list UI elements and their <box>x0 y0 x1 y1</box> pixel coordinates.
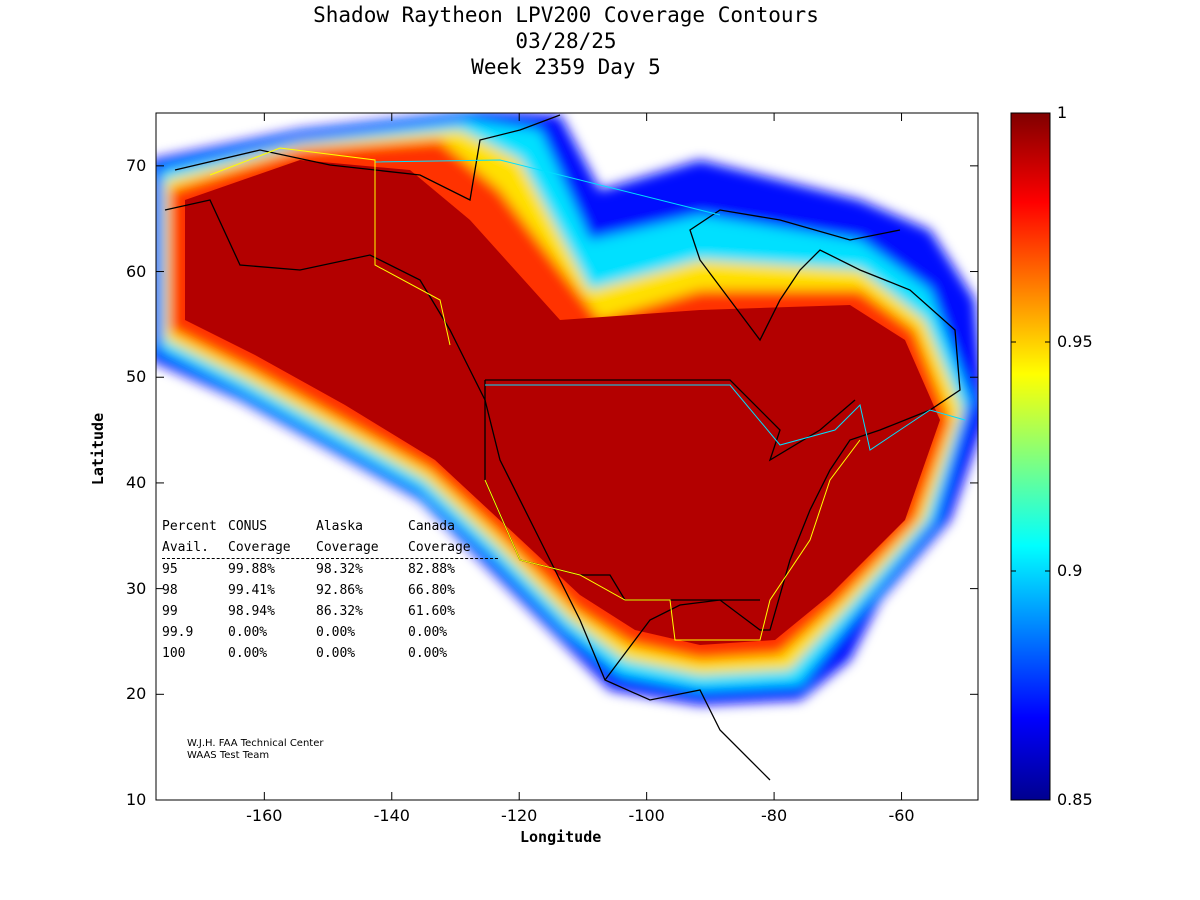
y-tick-label: 30 <box>126 578 147 598</box>
table-row: 95 99.88% 98.32% 82.88% <box>162 559 498 580</box>
y-axis-label: Latitude <box>89 412 108 486</box>
x-tick-label: -160 <box>246 806 283 825</box>
coastlines <box>164 114 961 781</box>
table-row: 99 98.94% 86.32% 61.60% <box>162 601 498 622</box>
table-cell: Avail. <box>162 540 209 555</box>
table-header: Percent CONUS Alaska Canada <box>162 516 498 537</box>
table-cell: Coverage <box>228 540 291 555</box>
y-tick-label: 40 <box>126 472 147 492</box>
table-cell: 100 <box>162 646 186 661</box>
y-tick-label: 50 <box>126 367 147 387</box>
table-cell: 0.00% <box>228 625 268 640</box>
table-cell: 61.60% <box>408 604 455 619</box>
table-cell: 0.00% <box>408 646 448 661</box>
table-cell: 0.00% <box>316 625 356 640</box>
table-cell: 98 <box>162 583 178 598</box>
table-row: 99.9 0.00% 0.00% 0.00% <box>162 622 498 643</box>
x-tick-label: -80 <box>761 806 788 825</box>
x-axis-label: Longitude <box>520 828 602 846</box>
plot-frame <box>155 112 979 801</box>
table-cell: 98.32% <box>316 562 363 577</box>
table-cell: 99.9 <box>162 625 194 640</box>
table-cell: 92.86% <box>316 583 363 598</box>
colorbar-tick-label: 0.85 <box>1057 790 1093 809</box>
region-boundary-conus-alaska <box>209 147 861 641</box>
x-tick-label: -100 <box>628 806 665 825</box>
table-cell: Coverage <box>408 540 471 555</box>
colorbar-tick-label: 1 <box>1057 103 1068 122</box>
table-cell: Coverage <box>316 540 379 555</box>
table-cell: 86.32% <box>316 604 363 619</box>
table-cell: 0.00% <box>316 646 356 661</box>
table-cell: 0.00% <box>228 646 268 661</box>
table-cell: 99.41% <box>228 583 275 598</box>
table-cell: Alaska <box>316 519 363 534</box>
colorbar-tick-label: 0.9 <box>1057 561 1083 580</box>
x-tick-label: -120 <box>501 806 538 825</box>
credit-line: W.J.H. FAA Technical Center <box>187 738 324 749</box>
colorbar-tick-label: 0.95 <box>1057 332 1093 351</box>
y-tick-label: 20 <box>126 684 147 704</box>
credits: W.J.H. FAA Technical Center WAAS Test Te… <box>187 738 323 762</box>
chart-date: 03/28/25 <box>515 29 617 53</box>
y-tick-label: 70 <box>126 155 147 175</box>
coverage-contours <box>156 113 978 705</box>
table-cell: Percent <box>162 519 217 534</box>
table-cell: 99 <box>162 604 178 619</box>
credit-line: WAAS Test Team <box>187 750 270 761</box>
table-cell: 82.88% <box>408 562 455 577</box>
table-cell: CONUS <box>228 519 268 534</box>
table-cell: 99.88% <box>228 562 275 577</box>
table-row: 98 99.41% 92.86% 66.80% <box>162 580 498 601</box>
table-cell: Canada <box>408 519 455 534</box>
y-tick-label: 60 <box>126 261 147 281</box>
table-header: Avail. Coverage Coverage Coverage <box>162 537 498 559</box>
colorbar <box>1010 112 1051 801</box>
x-tick-label: -140 <box>373 806 410 825</box>
table-cell: 95 <box>162 562 178 577</box>
table-cell: 98.94% <box>228 604 275 619</box>
coverage-table: Percent CONUS Alaska Canada Avail. Coverage Co… <box>162 516 498 664</box>
y-tick-label: 10 <box>126 790 147 809</box>
table-cell: 0.00% <box>408 625 448 640</box>
region-boundary-canada <box>374 159 966 451</box>
chart-week: Week 2359 Day 5 <box>471 55 661 79</box>
table-cell: 66.80% <box>408 583 455 598</box>
x-tick-label: -60 <box>888 806 915 825</box>
chart-title: Shadow Raytheon LPV200 Coverage Contours <box>313 3 819 27</box>
table-row: 100 0.00% 0.00% 0.00% <box>162 643 498 664</box>
